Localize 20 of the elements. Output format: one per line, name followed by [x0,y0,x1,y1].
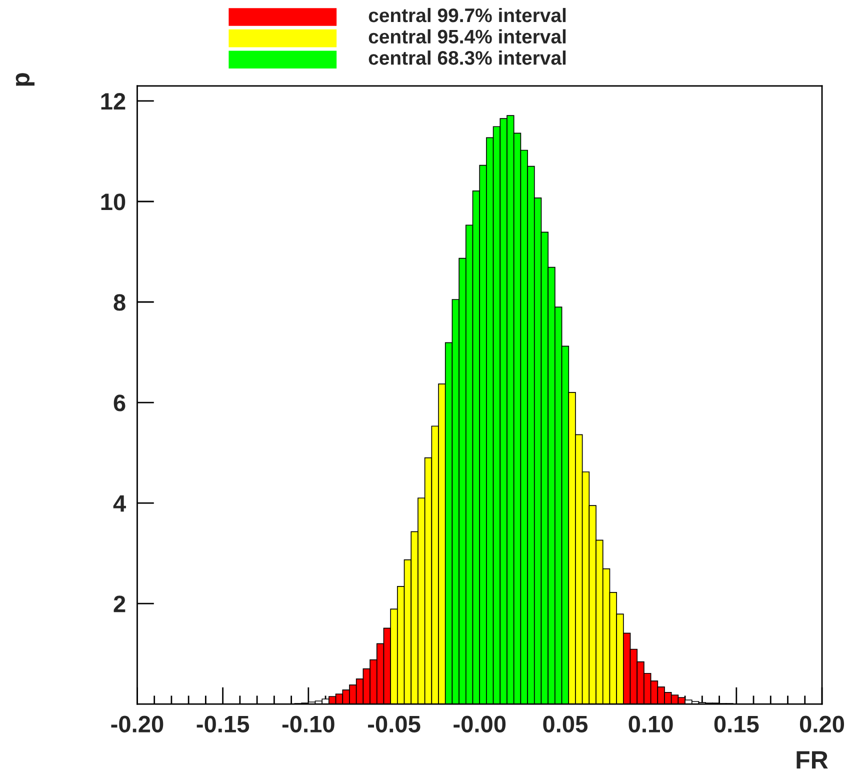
y-tick-label: 4 [113,495,126,512]
y-tick-label: 2 [114,596,126,612]
x-axis-title: FR [796,751,828,769]
y-axis-title: p [16,73,34,86]
y-tick-label: 12 [101,93,126,110]
x-tick-label: 0.15 [714,716,759,732]
text: central 68.3% interval [368,50,566,65]
y-tick-label: 8 [114,294,126,311]
x-tick-label: 0.05 [543,716,588,732]
x-tick-label: -0.20 [111,716,164,732]
x-tick-label: -0.10 [282,716,334,732]
x-tick-label: 0.20 [800,716,844,732]
y-tick-label: 10 [101,194,126,210]
text: central 95.4% interval [368,29,566,44]
x-tick-label: -0.15 [196,716,250,732]
x-tick-label: -0.05 [368,716,420,732]
text: central 99.7% interval [368,8,566,22]
y-tick-label: 6 [114,394,126,412]
x-tick-label: 0.10 [628,716,673,732]
x-tick-label: -0.00 [454,716,506,732]
